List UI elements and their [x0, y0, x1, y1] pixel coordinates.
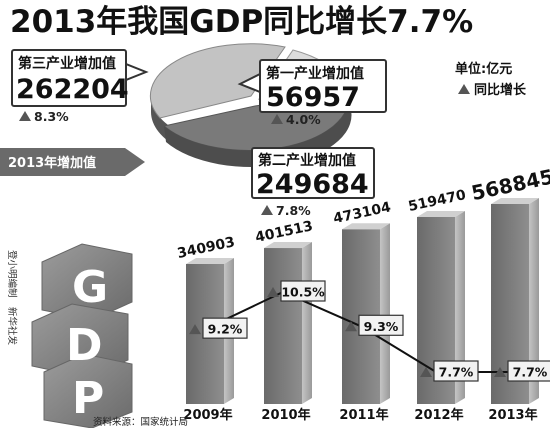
secondary-growth: 7.8% [276, 203, 311, 218]
pie-banner [0, 148, 145, 176]
pie-slice-tertiary [149, 43, 286, 119]
triangle-up-icon [345, 321, 357, 332]
callout-tertiary: 第三产业增加值 262204 [11, 49, 149, 107]
primary-value: 56957 [266, 82, 360, 113]
logo-letter-g: G [72, 262, 108, 313]
category-label: 2012年 [414, 407, 463, 423]
growth-point-label: 7.7% [439, 365, 474, 380]
bar-side [302, 242, 312, 404]
growth-point-box [202, 317, 248, 339]
primary-growth: 4.0% [286, 112, 321, 127]
callout-primary: 第一产业增加值 56957 [237, 59, 387, 113]
bar-value-label: 473104 [332, 199, 393, 227]
growth-series: 9.2% 10.5% 9.3% 7.7% 7.7% [189, 280, 550, 382]
triangle-up-icon [271, 114, 283, 124]
bar-value-label: 519470 [407, 187, 468, 215]
growth-point-box [358, 314, 404, 336]
bar-side [529, 198, 539, 404]
bar-top [186, 258, 234, 264]
bar-top [491, 198, 539, 204]
bar-value-label: 401513 [254, 218, 315, 246]
bar-top [264, 242, 312, 249]
tertiary-growth: 8.3% [34, 109, 69, 124]
unit-label: 单位:亿元 [455, 61, 512, 77]
gdp-logo: G D P [31, 243, 133, 428]
category-label: 2010年 [261, 407, 310, 423]
page-title: 2013年我国GDP同比增长7.7% [10, 4, 473, 40]
logo-letter-d: D [66, 320, 103, 371]
triangle-up-icon [267, 287, 279, 297]
callout-secondary: 第二产业增加值 249684 [251, 147, 375, 200]
growth-point-label: 9.2% [208, 322, 243, 337]
bar-side [455, 210, 465, 404]
growth-point-label: 9.3% [364, 319, 399, 334]
secondary-value: 249684 [256, 169, 369, 200]
bar-side [380, 223, 390, 404]
growth-point-box [433, 360, 479, 382]
bar-top [417, 210, 465, 217]
category-label: 2009年 [183, 407, 232, 423]
triangle-up-icon [458, 84, 470, 94]
credit: 登小明编制 新华社发 [6, 250, 18, 346]
bar-top [342, 223, 390, 230]
triangle-up-icon [420, 367, 432, 377]
category-label: 2013年 [488, 407, 537, 423]
triangle-up-icon [261, 205, 273, 215]
secondary-label: 第二产业增加值 [258, 152, 356, 169]
category-label: 2011年 [339, 407, 388, 423]
growth-point-box [280, 280, 326, 302]
primary-label: 第一产业增加值 [266, 65, 364, 82]
legend-growth-label: 同比增长 [474, 82, 527, 98]
bar-value-label: 340903 [176, 234, 237, 262]
growth-point-box [507, 360, 550, 382]
bar [264, 248, 302, 404]
triangle-up-icon [494, 367, 506, 377]
category-axis: 2009年 2010年 2011年 2012年 2013年 [183, 407, 537, 423]
triangle-up-icon [19, 111, 31, 121]
triangle-up-icon [189, 324, 201, 335]
growth-point-label: 10.5% [281, 285, 325, 300]
pie-banner-label: 2013年增加值 [8, 155, 96, 171]
tertiary-value: 262204 [16, 74, 129, 105]
source-note: 资料来源：国家统计局 [93, 416, 188, 428]
logo-letter-p: P [72, 373, 104, 424]
tertiary-label: 第三产业增加值 [18, 55, 116, 72]
growth-point-label: 7.7% [513, 365, 548, 380]
